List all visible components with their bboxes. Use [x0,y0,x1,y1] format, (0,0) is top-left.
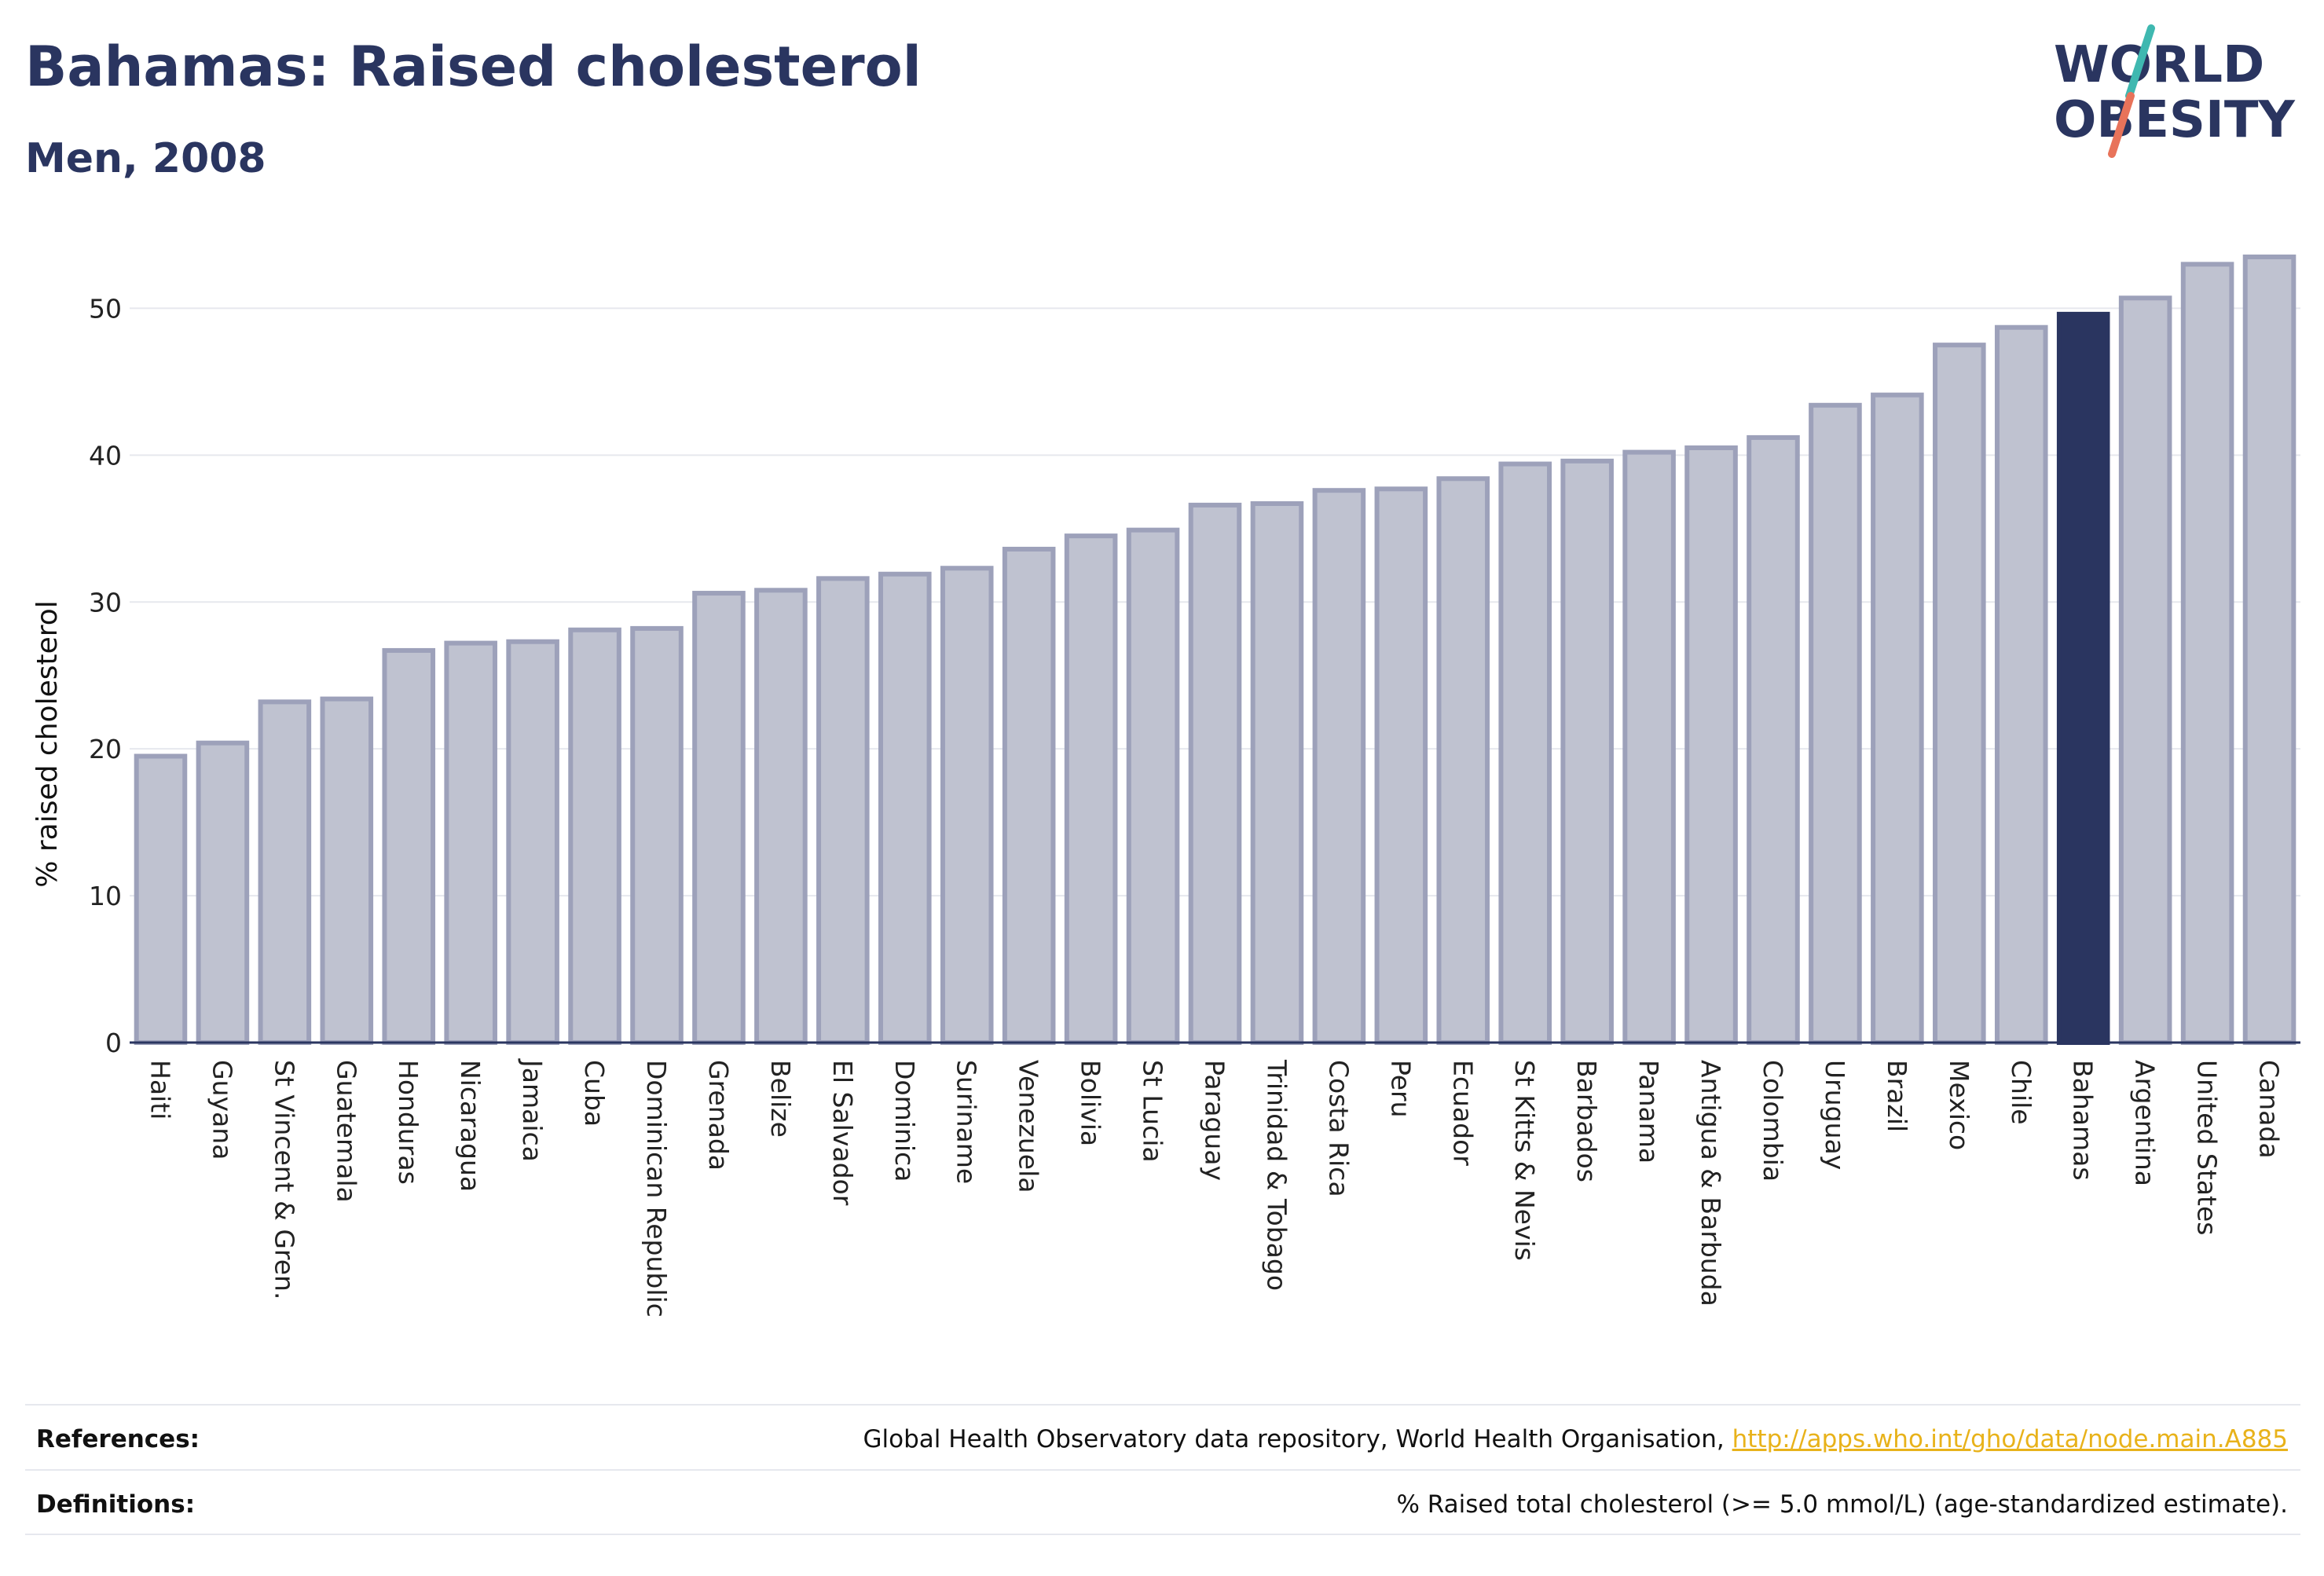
y-tick-label: 10 [89,881,122,911]
bar-peru[interactable] [1374,486,1428,1045]
page-subtitle: Men, 2008 [25,135,266,182]
bar-honduras[interactable] [382,647,436,1045]
y-tick-label: 30 [89,587,122,618]
x-tick-label: Venezuela [1014,1060,1044,1193]
x-tick-label: Colombia [1758,1060,1788,1182]
bar-argentina[interactable] [2118,295,2172,1046]
x-tick-label: Grenada [703,1060,734,1171]
x-tick-label: El Salvador [827,1060,858,1206]
bar-cuba[interactable] [568,627,621,1045]
x-tick-label: Chile [2006,1060,2036,1125]
references-label: References: [36,1425,200,1453]
bar-st-vincent-gren-[interactable] [258,699,312,1046]
y-tick-label: 40 [89,440,122,471]
x-tick-label: Paraguay [1200,1060,1230,1181]
page-title: Bahamas: Raised cholesterol [25,35,922,99]
bar-united-states[interactable] [2180,262,2234,1046]
x-tick-label: Canada [2254,1060,2285,1159]
x-tick-label: Costa Rica [1323,1060,1354,1197]
x-tick-label: Brazil [1882,1060,1912,1132]
x-tick-label: Nicaragua [455,1060,486,1192]
y-axis-label: % raised cholesterol [31,600,64,888]
bar-antigua-barbuda[interactable] [1684,445,1738,1045]
y-tick-label: 0 [105,1028,122,1058]
x-tick-label: St Kitts & Nevis [1509,1060,1540,1261]
bar-colombia[interactable] [1747,434,1800,1045]
x-tick-label: Haiti [145,1060,175,1120]
bar-trinidad-tobago[interactable] [1250,501,1304,1045]
bar-chart: 0 10 20 30 40 50 Haiti Guyana St Vincent & Gren… [31,255,2300,1318]
bar-dominican-republic[interactable] [630,625,684,1045]
x-tick-label: Mexico [1944,1060,1974,1150]
x-tick-label: Cuba [579,1060,610,1127]
x-tick-label: Dominica [889,1060,920,1182]
x-tick-label: St Lucia [1138,1060,1168,1163]
bar-mexico[interactable] [1933,343,1986,1045]
bar-barbados[interactable] [1560,458,1614,1045]
bar-guatemala[interactable] [320,696,374,1045]
x-tick-label: Guyana [207,1060,237,1160]
footer-divider-top [25,1404,2300,1406]
bar-el-salvador[interactable] [816,576,870,1045]
bar-ecuador[interactable] [1436,476,1490,1045]
bar-costa-rica[interactable] [1312,488,1366,1045]
bar-chile[interactable] [1994,324,2048,1046]
definitions-text: % Raised total cholesterol (>= 5.0 mmol/… [1396,1490,2288,1519]
y-tick-label: 50 [89,293,122,324]
bar-uruguay[interactable] [1809,402,1862,1045]
bar-guyana[interactable] [196,740,250,1045]
world-obesity-logo: WORLD OBESITY [2054,24,2295,158]
x-tick-label: Ecuador [1447,1060,1478,1166]
x-tick-labels: Haiti Guyana St Vincent & Gren. Guatemala Ho… [145,1058,2284,1318]
x-tick-label: Uruguay [1820,1060,1850,1170]
x-tick-label: Argentina [2130,1060,2161,1186]
definitions-label: Definitions: [36,1490,196,1519]
logo-line2: OBESITY [2054,91,2295,149]
x-tick-label: St Vincent & Gren. [269,1060,299,1299]
bars [134,255,2297,1046]
x-tick-label: Suriname [951,1060,982,1184]
references-source: Global Health Observatory data repositor… [863,1425,1732,1453]
x-tick-label: Bolivia [1076,1060,1106,1146]
bar-dominica[interactable] [878,571,932,1045]
references-text: Global Health Observatory data repositor… [863,1425,2288,1453]
bar-suriname[interactable] [940,566,994,1045]
bar-jamaica[interactable] [506,639,559,1045]
x-tick-label: Honduras [393,1060,423,1185]
logo-slash-teal [2125,24,2155,100]
x-tick-label: Dominican Republic [641,1060,672,1318]
footer-divider-bottom [25,1534,2300,1535]
x-tick-label: Belize [765,1060,796,1138]
logo-line1: WORLD [2054,36,2264,94]
bar-nicaragua[interactable] [444,640,497,1046]
x-tick-label: Peru [1385,1060,1416,1118]
bar-haiti[interactable] [134,753,188,1046]
bar-venezuela[interactable] [1002,546,1056,1045]
x-tick-label: United States [2192,1060,2223,1235]
y-tick-labels: 0 10 20 30 40 50 [89,293,122,1058]
x-tick-label: Panama [1633,1060,1664,1164]
bar-panama[interactable] [1622,449,1676,1045]
bar-brazil[interactable] [1871,392,1924,1045]
x-tick-label: Barbados [1571,1060,1602,1182]
bar-grenada[interactable] [692,591,746,1045]
x-tick-label: Jamaica [517,1058,548,1162]
logo-slash-coral [2108,92,2135,158]
bar-belize[interactable] [754,588,808,1045]
x-tick-label: Guatemala [331,1060,361,1203]
footer-divider-middle [25,1469,2300,1471]
bar-canada[interactable] [2242,255,2297,1045]
bar-bahamas[interactable] [2056,311,2110,1045]
bar-paraguay[interactable] [1188,502,1242,1045]
bar-st-kitts-nevis[interactable] [1498,461,1552,1045]
bar-st-lucia[interactable] [1126,527,1180,1045]
references-link[interactable]: http://apps.who.int/gho/data/node.main.A… [1732,1425,2288,1453]
x-tick-label: Antigua & Barbuda [1695,1060,1726,1307]
y-tick-label: 20 [89,734,122,764]
bar-bolivia[interactable] [1064,533,1118,1045]
x-tick-label: Bahamas [2068,1060,2099,1181]
x-tick-label: Trinidad & Tobago [1261,1059,1292,1291]
